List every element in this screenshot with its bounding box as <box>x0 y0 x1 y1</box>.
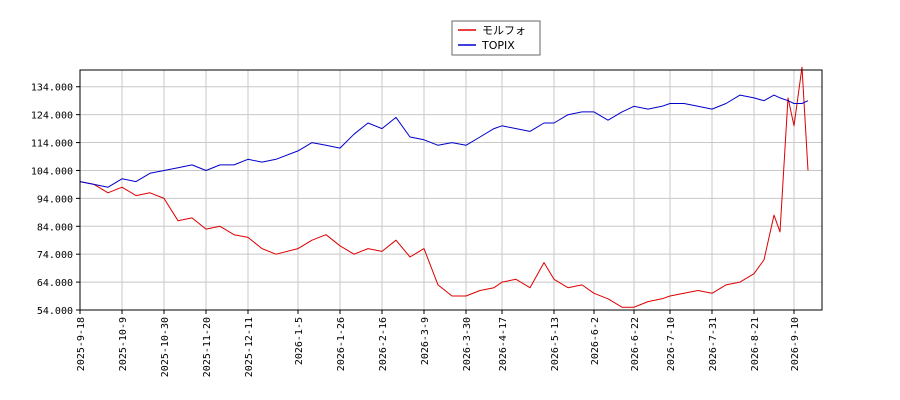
x-tick-label: 2026-1-5 <box>294 317 305 365</box>
x-tick-label: 2025-10-30 <box>160 317 171 377</box>
legend-label-series-1: モルフォ <box>482 24 526 37</box>
x-tick-label: 2026-7-10 <box>666 317 677 371</box>
x-tick-label: 2026-5-13 <box>550 317 561 371</box>
x-tick-label: 2025-10-9 <box>118 317 129 371</box>
legend-box <box>451 20 541 56</box>
x-tick-label: 2026-3-9 <box>420 317 431 365</box>
x-axis: 2025-9-18 2025-10-9 2025-10-30 2025-11-20 20… <box>76 310 801 377</box>
series-line-2 <box>79 94 809 188</box>
x-tick-label: 2026-4-17 <box>498 317 509 371</box>
y-axis: 54.000 64.000 74.000 84.000 94.000 104.000 114… <box>31 83 80 317</box>
y-tick-label: 104.000 <box>31 166 73 177</box>
x-tick-label: 2026-9-10 <box>790 317 801 371</box>
x-tick-label: 2025-11-20 <box>202 317 213 377</box>
y-tick-label: 64.000 <box>37 278 73 289</box>
x-tick-label: 2026-2-16 <box>378 317 389 371</box>
y-tick-label: 84.000 <box>37 222 73 233</box>
series-line-1 <box>79 66 809 308</box>
y-tick-label: 74.000 <box>37 250 73 261</box>
legend-label-series-2: TOPIX <box>481 39 515 52</box>
x-tick-label: 2026-6-22 <box>630 317 641 371</box>
series-lines <box>79 66 809 308</box>
y-tick-label: 134.000 <box>31 83 73 94</box>
plot-area-frame <box>79 69 823 311</box>
y-tick-label: 114.000 <box>31 139 73 150</box>
x-tick-label: 2025-9-18 <box>76 317 87 371</box>
x-tick-label: 2026-7-31 <box>708 317 719 371</box>
y-tick-label: 94.000 <box>37 194 73 205</box>
x-tick-label: 2026-3-30 <box>462 317 473 371</box>
grid <box>80 70 822 311</box>
y-tick-label: 54.000 <box>37 306 73 317</box>
x-tick-label: 2026-6-2 <box>590 317 601 365</box>
x-tick-label: 2026-8-21 <box>750 317 761 371</box>
y-tick-label: 124.000 <box>31 111 73 122</box>
x-tick-label: 2026-1-26 <box>336 317 347 371</box>
x-tick-label: 2025-12-11 <box>244 317 255 377</box>
legend: モルフォ TOPIX <box>451 20 541 56</box>
